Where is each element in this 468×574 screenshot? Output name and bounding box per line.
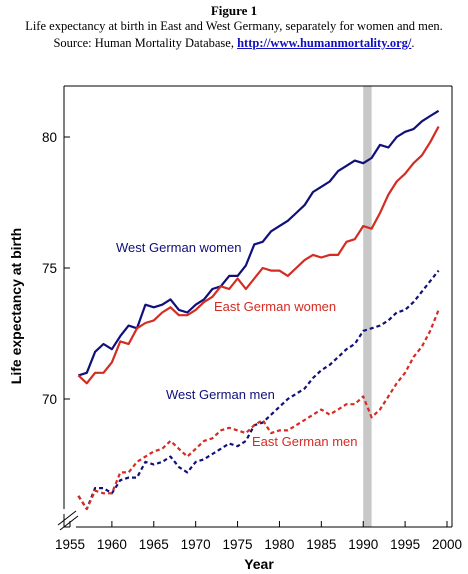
label-west-women: West German women bbox=[116, 240, 241, 255]
highlight-band-layer bbox=[363, 86, 372, 527]
figure-source: Source: Human Mortality Database, http:/… bbox=[0, 36, 468, 51]
label-west-men: West German men bbox=[166, 387, 275, 402]
x-tick-label: 1995 bbox=[390, 537, 420, 552]
axis-break-mark-1 bbox=[57, 510, 77, 526]
label-east-women: East German women bbox=[214, 299, 336, 314]
x-tick-label: 2000 bbox=[432, 537, 462, 552]
x-tick-label: 1960 bbox=[97, 537, 127, 552]
x-tick-label: 1985 bbox=[306, 537, 336, 552]
highlight-band bbox=[363, 86, 372, 527]
figure-caption: Life expectancy at birth in East and Wes… bbox=[25, 19, 443, 33]
label-east-men: East German men bbox=[252, 434, 358, 449]
x-axis-title: Year bbox=[244, 556, 274, 572]
y-axis-title: Life expectancy at birth bbox=[8, 228, 24, 384]
x-tick-label: 1975 bbox=[223, 537, 253, 552]
x-tick-label: 1965 bbox=[139, 537, 169, 552]
figure-label: Figure 1 bbox=[210, 3, 258, 18]
y-tick-label: 70 bbox=[42, 392, 57, 407]
west-women-line bbox=[78, 109, 440, 377]
source-prefix: Source: Human Mortality Database, bbox=[53, 36, 238, 50]
label-layer: West German women East German women West G… bbox=[116, 240, 358, 449]
series-layer bbox=[77, 109, 440, 511]
axes: 70 75 80 1955 1960 1965 1970 1975 1980 1985 1990 19… bbox=[8, 85, 462, 572]
source-link[interactable]: http://www.humanmortality.org/ bbox=[237, 36, 412, 50]
y-tick-label: 80 bbox=[42, 130, 57, 145]
x-tick-label: 1955 bbox=[55, 537, 85, 552]
y-tick-label: 75 bbox=[42, 261, 57, 276]
east-women-line bbox=[77, 125, 440, 385]
x-tick-label: 1990 bbox=[348, 537, 378, 552]
east-men-line bbox=[77, 309, 440, 511]
axis-break-mark-2 bbox=[59, 515, 79, 531]
source-suffix: . bbox=[411, 36, 415, 50]
west-men-line bbox=[77, 269, 440, 511]
x-tick-label: 1980 bbox=[264, 537, 294, 552]
x-tick-label: 1970 bbox=[181, 537, 211, 552]
